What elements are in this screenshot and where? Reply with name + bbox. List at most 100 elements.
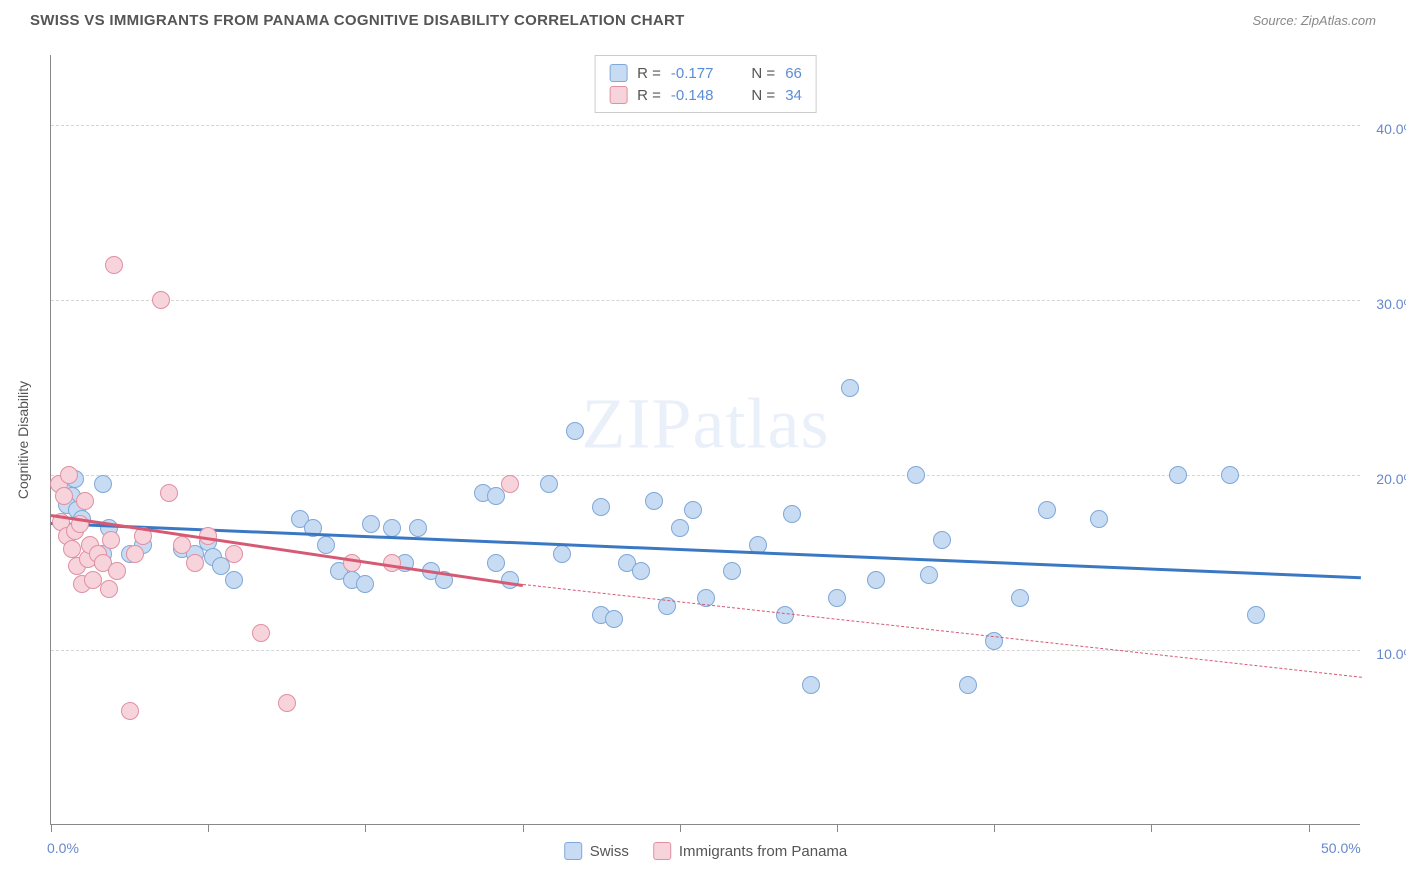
scatter-point [60, 466, 78, 484]
legend-r-value: -0.148 [671, 87, 714, 104]
scatter-point [501, 571, 519, 589]
legend-swatch [653, 842, 671, 860]
correlation-legend: R = -0.177 N = 66 R = -0.148 N = 34 [594, 55, 817, 113]
legend-item: Swiss [564, 842, 629, 860]
chart-title: SWISS VS IMMIGRANTS FROM PANAMA COGNITIV… [30, 12, 685, 29]
legend-swatch [609, 86, 627, 104]
scatter-point [152, 291, 170, 309]
scatter-point [783, 505, 801, 523]
legend-swatch [609, 64, 627, 82]
legend-n-label: N = [751, 87, 775, 104]
legend-row: R = -0.148 N = 34 [609, 84, 802, 106]
gridline-h [51, 475, 1360, 476]
scatter-point [828, 589, 846, 607]
scatter-point [566, 422, 584, 440]
scatter-point [186, 554, 204, 572]
scatter-point [356, 575, 374, 593]
scatter-point [173, 536, 191, 554]
series-legend: Swiss Immigrants from Panama [564, 842, 848, 860]
scatter-point [1247, 606, 1265, 624]
scatter-point [126, 545, 144, 563]
source-attribution: Source: ZipAtlas.com [1252, 13, 1376, 28]
x-tick [208, 824, 209, 832]
x-tick [365, 824, 366, 832]
scatter-point [671, 519, 689, 537]
y-tick-label: 30.0% [1376, 296, 1406, 312]
scatter-point [959, 676, 977, 694]
scatter-point [933, 531, 951, 549]
scatter-point [102, 531, 120, 549]
legend-r-label: R = [637, 87, 661, 104]
scatter-point [553, 545, 571, 563]
scatter-point [776, 606, 794, 624]
scatter-point [592, 498, 610, 516]
gridline-h [51, 125, 1360, 126]
scatter-point [55, 487, 73, 505]
scatter-point [867, 571, 885, 589]
trend-line [51, 522, 1361, 579]
scatter-point [252, 624, 270, 642]
gridline-h [51, 650, 1360, 651]
watermark-atlas: atlas [693, 384, 830, 464]
x-tick [994, 824, 995, 832]
legend-swatch [564, 842, 582, 860]
x-tick [680, 824, 681, 832]
scatter-point [1011, 589, 1029, 607]
scatter-point [1090, 510, 1108, 528]
source-name: ZipAtlas.com [1301, 13, 1376, 28]
scatter-point [121, 702, 139, 720]
scatter-point [487, 554, 505, 572]
scatter-point [76, 492, 94, 510]
scatter-point [409, 519, 427, 537]
chart-container: Cognitive Disability ZIPatlas R =-0.177N… [50, 55, 1360, 825]
scatter-point [362, 515, 380, 533]
legend-row: R =-0.177N =66 [609, 62, 802, 84]
source-prefix: Source: [1252, 13, 1300, 28]
scatter-point [723, 562, 741, 580]
legend-label: Immigrants from Panama [679, 843, 847, 860]
x-tick-label: 0.0% [47, 840, 79, 856]
x-tick [837, 824, 838, 832]
scatter-point [94, 475, 112, 493]
legend-r-value: -0.177 [671, 65, 714, 82]
scatter-point [278, 694, 296, 712]
legend-label: Swiss [590, 843, 629, 860]
scatter-point [605, 610, 623, 628]
scatter-point [907, 466, 925, 484]
scatter-point [1169, 466, 1187, 484]
scatter-point [225, 545, 243, 563]
gridline-h [51, 300, 1360, 301]
scatter-point [841, 379, 859, 397]
scatter-point [645, 492, 663, 510]
legend-r-label: R = [637, 65, 661, 82]
scatter-point [100, 580, 118, 598]
scatter-point [160, 484, 178, 502]
chart-header: SWISS VS IMMIGRANTS FROM PANAMA COGNITIV… [0, 0, 1406, 37]
x-tick [523, 824, 524, 832]
y-tick-label: 10.0% [1376, 646, 1406, 662]
scatter-point [317, 536, 335, 554]
x-tick [1151, 824, 1152, 832]
scatter-point [108, 562, 126, 580]
y-tick-label: 20.0% [1376, 471, 1406, 487]
scatter-point [383, 519, 401, 537]
y-tick-label: 40.0% [1376, 121, 1406, 137]
scatter-point [920, 566, 938, 584]
scatter-point [105, 256, 123, 274]
x-tick [51, 824, 52, 832]
legend-item: Immigrants from Panama [653, 842, 847, 860]
trend-line [523, 584, 1361, 678]
watermark-text: ZIPatlas [582, 383, 830, 466]
scatter-point [225, 571, 243, 589]
scatter-point [632, 562, 650, 580]
scatter-point [1038, 501, 1056, 519]
scatter-point [63, 540, 81, 558]
scatter-point [684, 501, 702, 519]
y-axis-title: Cognitive Disability [15, 380, 31, 498]
watermark-zip: ZIP [582, 384, 693, 464]
legend-n-value: 66 [785, 65, 802, 82]
scatter-point [1221, 466, 1239, 484]
legend-n-value: 34 [785, 87, 802, 104]
scatter-point [540, 475, 558, 493]
x-tick [1309, 824, 1310, 832]
